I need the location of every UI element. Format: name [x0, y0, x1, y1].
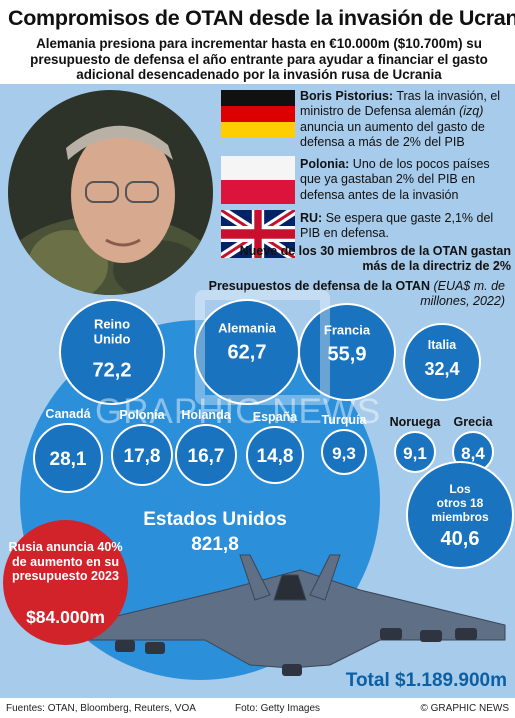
bubble-value: 14,8: [257, 446, 294, 467]
germany-flag-icon: [221, 90, 295, 138]
bubble-labels-6: Polonia 17,8: [119, 408, 165, 467]
bubble-labels-9: Turquía 9,3: [322, 413, 368, 463]
bubble-category-label: Francia: [324, 322, 371, 337]
portrait-photo: [8, 90, 213, 295]
subheadline: Alemania presiona para incrementar hasta…: [30, 36, 488, 83]
bubble-value: 9,1: [403, 444, 427, 463]
nine-of-thirty-note: Nueve de los 30 miembros de la OTAN gast…: [239, 244, 511, 274]
bubble-circle: [321, 429, 367, 475]
bubble-circle: [298, 303, 396, 401]
bubble-category-label: otros 18: [437, 496, 484, 510]
bubble-value: 72,2: [93, 360, 132, 382]
budget-title: Presupuestos de defensa de la OTAN (EUA$…: [208, 279, 505, 308]
bubble-value: 17,8: [124, 446, 161, 467]
russia-amount: $84.000m: [26, 607, 105, 627]
bubble-italia: [403, 323, 481, 401]
bubble-circle: [59, 299, 165, 405]
bubble-reino-unido: [59, 299, 165, 405]
bubble-circle: [111, 424, 173, 486]
bubble-turqu-a: [321, 429, 367, 475]
bubble-category-label: miembros: [431, 510, 489, 524]
footer: Fuentes: OTAN, Bloomberg, Reuters, VOA F…: [0, 698, 515, 718]
russia-text: Rusia anuncia 40% de aumento en su presu…: [8, 540, 123, 584]
bubble-espa-a: [246, 426, 304, 484]
bubble-category-label: Turquía: [322, 413, 368, 427]
bubble-labels-10: Noruega 9,1: [390, 415, 442, 463]
bubble-labels-5: Canadá 28,1: [45, 407, 90, 470]
total-label: Total $1.189.900m: [345, 670, 507, 691]
bubble-category-label: Alemania: [218, 321, 277, 336]
bubble-value: 821,8: [191, 534, 239, 555]
bubble-canad-: [33, 423, 103, 493]
bubble-category-label: España: [253, 410, 299, 424]
bubble-category-label: Noruega: [390, 415, 442, 429]
bubble-value: 9,3: [332, 444, 356, 463]
bubble-category-label: Estados Unidos: [143, 509, 287, 530]
bubble-labels-0: Estados Unidos 821,8: [143, 509, 287, 555]
bubble-category-label: Polonia: [119, 408, 165, 422]
bubble-holanda: [175, 424, 237, 486]
headline: Compromisos de OTAN desde la invasión de…: [8, 6, 515, 30]
bubble-category-label: Holanda: [181, 408, 231, 422]
bubble-los-otros-18-miembros: [406, 461, 514, 569]
bubble-circle: [175, 424, 237, 486]
bubble-category-label: Los: [449, 482, 471, 496]
russia-callout: Rusia anuncia 40% de aumento en su presu…: [3, 520, 128, 645]
bubble-labels-8: España 14,8: [253, 410, 299, 467]
germany-note: Boris Pistorius: Tras la invasión, el mi…: [300, 89, 501, 150]
bubble-labels-2: Alemania 62,7: [218, 321, 277, 364]
graphic-news-logo-watermark: [195, 290, 330, 405]
sources: Fuentes: OTAN, Bloomberg, Reuters, VOA: [6, 703, 196, 714]
bubble-circle: [403, 323, 481, 401]
bubble-value: 8,4: [461, 444, 485, 463]
bubble-value: 40,6: [441, 528, 480, 550]
bubble-value: 62,7: [228, 342, 267, 364]
bubble-category-label: Canadá: [45, 407, 90, 421]
uk-note: RU: Se espera que gaste 2,1% del PIB en …: [300, 211, 494, 241]
bubble-category-label: Unido: [94, 332, 131, 347]
bubble-circle: [246, 426, 304, 484]
photo-credit: Foto: Getty Images: [235, 703, 321, 714]
bubble-noruega: [394, 431, 436, 473]
uk-flag-icon: [219, 205, 297, 263]
bubble-category-label: Reino: [94, 317, 130, 332]
bubble-circle: [394, 431, 436, 473]
bubble-value: 16,7: [188, 446, 225, 467]
bubble-value: 55,9: [328, 343, 367, 365]
bubble-labels-7: Holanda 16,7: [181, 408, 231, 467]
bubble-value: 32,4: [424, 359, 459, 379]
bubble-polonia: [111, 424, 173, 486]
bubble-labels-4: Italia 32,4: [424, 338, 459, 379]
copyright: © GRAPHIC NEWS: [420, 703, 510, 714]
poland-note: Polonia: Uno de los pocos países que ya …: [300, 157, 490, 202]
watermark: GRAPHIC NEWS: [95, 392, 382, 431]
bubble-circle: [33, 423, 103, 493]
bubble-francia: [298, 303, 396, 401]
bubble-value: 28,1: [50, 449, 87, 470]
bubble-category-label: Grecia: [454, 415, 494, 429]
bubble-labels-11: Grecia 8,4: [454, 415, 494, 463]
poland-flag-icon: [221, 156, 295, 204]
bubble-labels-3: Francia 55,9: [324, 322, 371, 365]
bubble-circle: [406, 461, 514, 569]
bubble-category-label: Italia: [428, 338, 458, 352]
